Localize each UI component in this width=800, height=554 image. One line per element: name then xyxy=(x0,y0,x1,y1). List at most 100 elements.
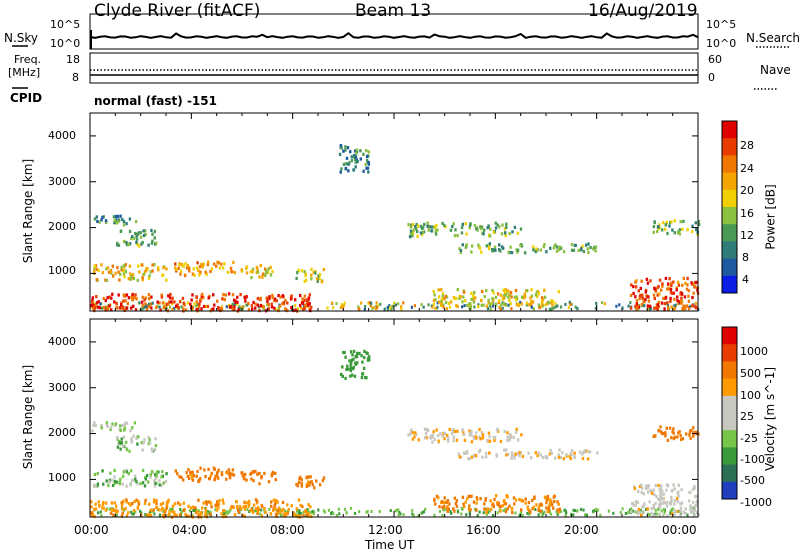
velocity-region-1-cell xyxy=(118,480,122,484)
power-region-0-cell xyxy=(144,296,147,300)
power-ground-speck xyxy=(375,301,378,305)
velocity-region-11-cell xyxy=(649,488,652,492)
velocity-region-10-cell xyxy=(526,505,529,509)
date-label: 16/Aug/2019 xyxy=(588,1,698,21)
velocity-region-10-cell xyxy=(453,496,457,500)
power-region-10-cell xyxy=(508,298,511,302)
power-region-11-cell xyxy=(641,293,644,297)
velocity-region-9-cell xyxy=(581,456,585,461)
power-region-11-cell xyxy=(646,281,650,285)
power-region-11-cell xyxy=(687,289,691,293)
velocity-region-0-cell xyxy=(245,501,249,505)
power-ground-speck xyxy=(554,302,557,306)
velocity-region-8-cell xyxy=(487,431,491,435)
velocity-region-1-cell xyxy=(102,482,105,486)
velocity-ground-speck xyxy=(296,509,299,513)
velocity-region-4-cell xyxy=(178,475,181,479)
power-ground-speck xyxy=(615,304,618,308)
power-region-11-cell xyxy=(634,280,637,284)
velocity-region-10-cell xyxy=(547,498,550,502)
power-region-11-cell xyxy=(696,288,699,292)
velocity-region-9-cell xyxy=(539,453,542,457)
power-region-10-cell xyxy=(437,288,440,292)
power-region-7-cell xyxy=(365,154,369,159)
velocity-region-11-cell xyxy=(659,496,662,500)
power-region-9-cell xyxy=(545,250,548,254)
power-region-10-cell xyxy=(508,293,512,297)
power-region-8-cell xyxy=(505,225,508,229)
velocity-ground-speck xyxy=(660,509,663,513)
power-region-11-cell xyxy=(669,290,673,294)
power-region-0-cell xyxy=(133,295,137,300)
power-region-8-cell xyxy=(411,234,414,238)
velocity-ground-speck xyxy=(225,510,228,514)
power-colorbar-segment xyxy=(722,258,737,277)
power-region-7-cell xyxy=(350,159,354,163)
velocity-region-11-cell xyxy=(676,491,679,495)
velocity-region-8-cell xyxy=(447,439,450,443)
power-region-7-cell xyxy=(354,149,357,153)
velocity-region-10-cell xyxy=(445,500,448,504)
vel-cb-tick-500: 500 xyxy=(740,367,761,380)
power-region-6-cell xyxy=(310,277,313,281)
power-ground-speck xyxy=(627,304,630,308)
velocity-region-6-cell xyxy=(308,480,311,485)
velocity-region-6-cell xyxy=(310,480,313,484)
velocity-region-8-cell xyxy=(470,430,473,434)
velocity-ground-speck xyxy=(284,509,287,513)
power-region-3-cell xyxy=(139,231,142,235)
velocity-region-8-cell xyxy=(475,436,478,440)
power-region-0-cell xyxy=(207,296,210,300)
velocity-region-0-cell xyxy=(244,504,248,508)
velocity-region-10-cell xyxy=(501,503,505,508)
power-ground-speck xyxy=(326,306,329,310)
velocity-ground-speck xyxy=(584,513,587,517)
velocity-ground-speck xyxy=(332,512,335,516)
velocity-region-0-cell xyxy=(133,499,136,504)
power-region-12-cell xyxy=(656,229,659,234)
velocity-region-0-cell xyxy=(238,504,242,509)
velocity-region-0-cell xyxy=(310,514,313,518)
velocity-ground-speck xyxy=(337,507,340,511)
velocity-ground-speck xyxy=(627,511,630,515)
power-region-10-cell xyxy=(490,302,493,306)
velocity-region-1-cell xyxy=(110,478,113,482)
power-region-0-cell xyxy=(307,296,311,300)
velocity-region-11-cell xyxy=(695,494,698,498)
velocity-region-4-cell xyxy=(225,477,228,481)
velocity-region-8-cell xyxy=(447,436,450,440)
velocity-region-11-cell xyxy=(688,490,691,494)
velocity-region-10-cell xyxy=(533,495,536,499)
power-region-11-cell xyxy=(636,305,639,309)
power-region-11-cell xyxy=(654,287,657,291)
velocity-ground-speck xyxy=(534,508,537,511)
velocity-region-5-cell xyxy=(241,471,244,475)
power-region-6-cell xyxy=(320,280,324,284)
power-region-12-cell xyxy=(668,224,671,228)
velocity-ground-speck xyxy=(686,513,689,517)
power-region-11-cell xyxy=(644,290,647,294)
power-region-7-cell xyxy=(356,160,359,164)
power-region-1-cell xyxy=(116,266,119,270)
velocity-region-9-cell xyxy=(479,448,482,452)
velocity-region-10-cell xyxy=(496,503,500,507)
power-region-7-cell xyxy=(346,146,350,150)
velocity-ground-speck xyxy=(663,511,666,515)
power-region-0-cell xyxy=(147,297,151,301)
power-region-0-cell xyxy=(232,298,236,302)
velocity-region-10-cell xyxy=(492,504,495,508)
power-ground-speck xyxy=(507,303,510,307)
power-region-10-cell xyxy=(510,295,513,299)
xtick-1200: 12:00 xyxy=(368,523,403,537)
power-region-4-cell xyxy=(205,272,208,276)
power-region-3-cell xyxy=(151,232,154,236)
power-ground-speck xyxy=(461,305,464,309)
power-region-4-cell xyxy=(181,264,185,268)
velocity-region-10-cell xyxy=(502,499,505,503)
velocity-region-2-cell xyxy=(123,426,127,430)
velocity-ground-speck xyxy=(654,508,657,512)
power-region-0-cell xyxy=(98,306,101,310)
velocity-region-0-cell xyxy=(101,506,104,510)
velocity-ground-speck xyxy=(628,508,631,512)
velocity-ground-speck xyxy=(572,513,575,517)
